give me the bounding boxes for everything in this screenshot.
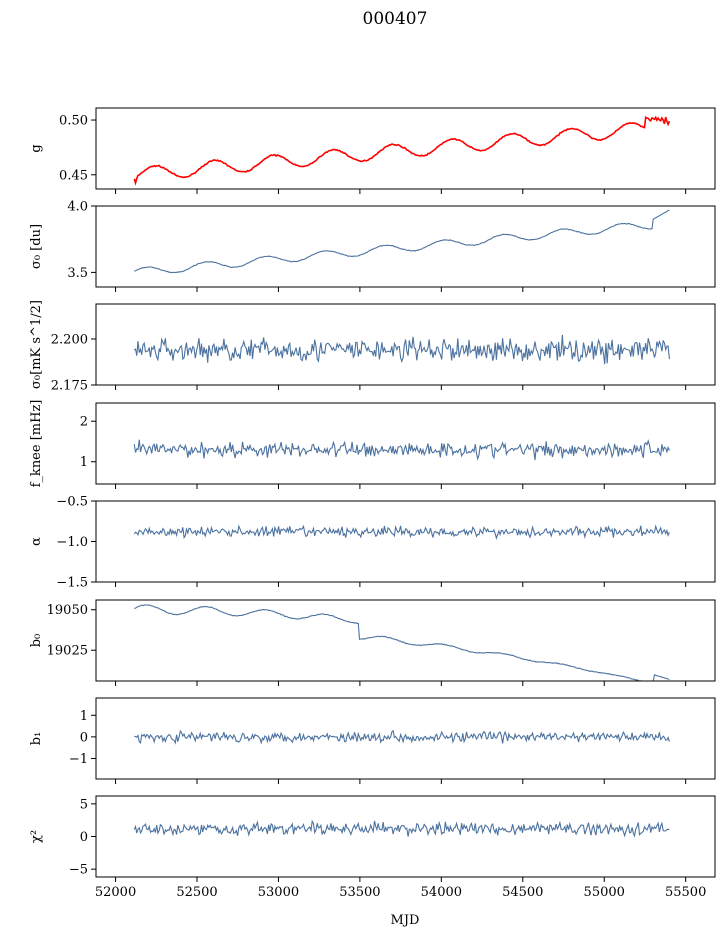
panel-8-y-tick-label: 5 — [80, 797, 88, 812]
panel-1-y-tick-label: 0.50 — [59, 114, 88, 129]
panel-5-series-line — [133, 524, 670, 540]
panel-1-y-tick-label: 0.45 — [59, 168, 88, 183]
panel-3: 2.175 2.200 σ₀[mK s^1/2] — [29, 300, 716, 394]
panel-4: 1 2 f_knee [mHz] — [29, 400, 716, 489]
panel-4-frame — [95, 402, 716, 485]
panel-6-y-label: b₀ — [29, 634, 44, 648]
panel-7-series-line — [134, 729, 670, 745]
panel-7-y-label: b₁ — [29, 732, 44, 746]
panel-7-frame — [95, 697, 716, 780]
panel-5-frame — [95, 500, 716, 583]
panel-5-y-tick-label: −1.5 — [56, 576, 88, 591]
panel-8: −5 0 5 52000 52500 53000 53500 54000 54500 55000 5… — [29, 795, 716, 900]
x-tick-label: 54000 — [421, 885, 462, 900]
panel-7-y-tick-label: 0 — [80, 730, 88, 745]
panel-1: 0.45 0.50 g — [29, 107, 716, 194]
panel-2-y-label: σ₀ [du] — [29, 224, 44, 269]
x-tick-label: 54500 — [502, 885, 543, 900]
panel-4-y-tick-label: 2 — [80, 415, 88, 430]
figure-title: 000407 — [363, 9, 428, 29]
panel-5-y-label: α — [29, 537, 44, 546]
panel-5-y-tick-label: −1.0 — [56, 535, 88, 550]
panel-6-y-tick-label: 19050 — [47, 603, 88, 618]
panel-7: −1 0 1 b₁ — [29, 697, 716, 784]
panel-1-series-line — [133, 115, 671, 186]
panel-6-frame — [95, 599, 716, 682]
panel-3-y-tick-label: 2.175 — [51, 379, 88, 394]
x-tick-label: 55500 — [665, 885, 706, 900]
panel-2-series-line — [134, 209, 670, 274]
panel-3-series-line — [133, 334, 670, 365]
panel-6-series-line — [134, 604, 670, 682]
panel-4-y-label: f_knee [mHz] — [29, 400, 44, 488]
x-tick-label: 53500 — [339, 885, 380, 900]
panel-4-y-tick-label: 1 — [80, 455, 88, 470]
x-axis-label: MJD — [391, 913, 420, 928]
panel-2-y-tick-label: 4.0 — [67, 200, 88, 215]
panel-2: 3.5 4.0 σ₀ [du] — [29, 200, 716, 292]
panel-3-y-tick-label: 2.200 — [51, 332, 88, 347]
panel-3-y-label: σ₀[mK s^1/2] — [29, 300, 44, 389]
panel-5: −1.5 −1.0 −0.5 α — [29, 495, 716, 591]
panel-7-y-tick-label: −1 — [69, 752, 88, 767]
panel-1-frame — [95, 107, 716, 190]
panel-5-y-tick-label: −0.5 — [56, 495, 88, 510]
panel-8-y-tick-label: 0 — [80, 830, 88, 845]
panel-4-series-line — [133, 439, 670, 461]
panel-8-y-label: χ² — [29, 830, 44, 843]
panel-6-y-tick-label: 19025 — [47, 644, 88, 659]
panel-2-y-tick-label: 3.5 — [67, 266, 88, 281]
x-tick-label: 52000 — [95, 885, 136, 900]
panel-8-y-tick-label: −5 — [69, 863, 88, 878]
panel-3-frame — [95, 303, 716, 386]
panel-2-frame — [95, 205, 716, 288]
panel-6: 19025 19050 b₀ — [29, 599, 716, 686]
x-tick-label: 55000 — [584, 885, 625, 900]
x-tick-label: 53000 — [258, 885, 299, 900]
panel-1-y-label: g — [29, 144, 44, 152]
x-tick-label: 52500 — [176, 885, 217, 900]
panel-7-y-tick-label: 1 — [80, 709, 88, 724]
panel-8-frame — [95, 795, 716, 878]
panel-8-series-line — [133, 819, 670, 838]
